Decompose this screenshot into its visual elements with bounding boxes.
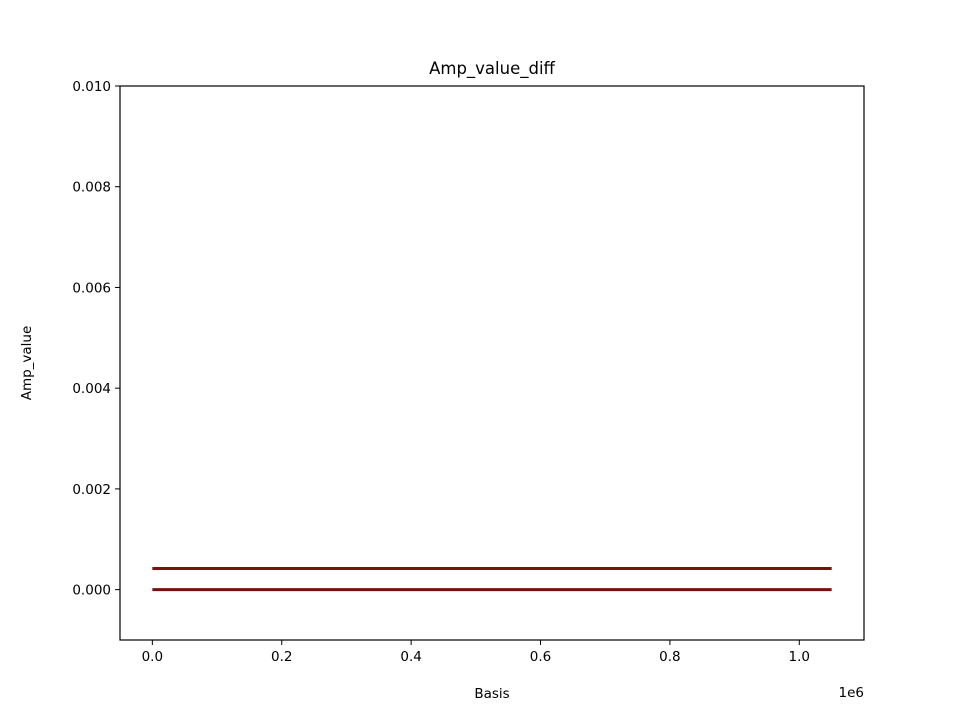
x-tick-label: 0.4	[400, 649, 421, 665]
x-tick-label: 0.0	[142, 649, 163, 665]
x-axis-label: Basis	[474, 686, 509, 702]
y-tick-label: 0.006	[72, 280, 111, 296]
x-axis-ticks: 0.0 0.2 0.4 0.6 0.8 1.0	[142, 640, 810, 665]
x-tick-label: 0.6	[530, 649, 551, 665]
y-tick-label: 0.002	[72, 482, 111, 498]
y-tick-label: 0.010	[72, 79, 111, 95]
y-axis-label: Amp_value	[19, 326, 35, 401]
y-tick-label: 0.004	[72, 381, 111, 397]
x-tick-label: 0.8	[659, 649, 680, 665]
x-tick-label: 0.2	[271, 649, 292, 665]
series-layer	[152, 566, 832, 592]
x-axis-offset-text: 1e6	[839, 685, 864, 701]
chart-title: Amp_value_diff	[429, 59, 555, 79]
plot-frame	[119, 85, 865, 641]
y-tick-label: 0.000	[72, 583, 111, 599]
y-tick-label: 0.008	[72, 180, 111, 196]
y-axis-ticks: 0.000 0.002 0.004 0.006 0.008 0.010	[72, 79, 120, 599]
x-tick-label: 1.0	[789, 649, 810, 665]
